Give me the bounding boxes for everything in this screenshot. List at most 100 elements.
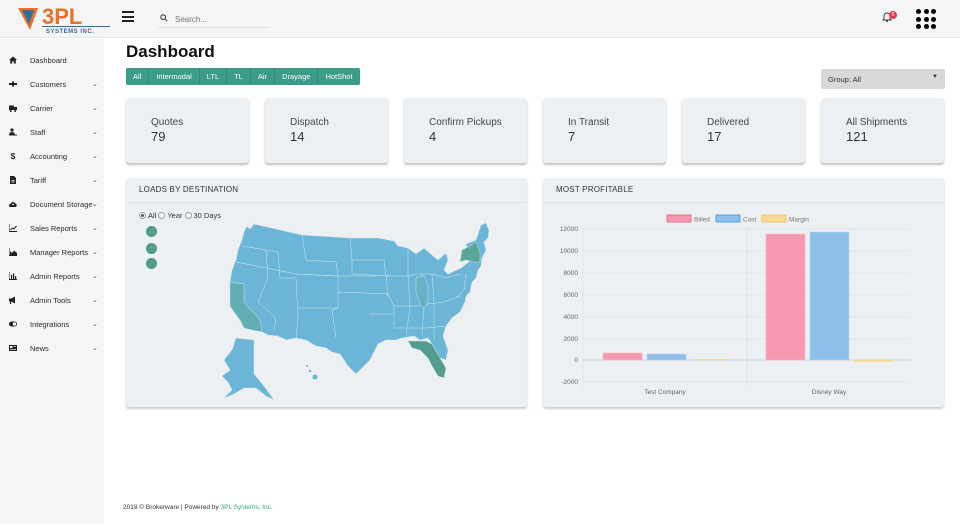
filter-ltl-button[interactable]: LTL (199, 68, 228, 85)
stat-card-in-transit[interactable]: In Transit 7 (543, 98, 666, 163)
chevron-down-icon: ⌄ (92, 105, 98, 112)
radio-all[interactable]: All (139, 211, 156, 220)
svg-text:Disney Way: Disney Way (812, 389, 847, 396)
divider (543, 202, 944, 203)
search-box[interactable] (158, 10, 270, 28)
stat-label: Delivered (707, 117, 750, 128)
page-title: Dashboard (126, 42, 215, 61)
sidebar-item-integrations[interactable]: Integrations ⌄ (0, 313, 104, 335)
chevron-down-icon: ⌄ (92, 321, 98, 328)
chevron-down-icon: ⌄ (92, 249, 98, 256)
home-icon (9, 56, 17, 64)
sidebar-item-label: Admin Tools (30, 295, 71, 305)
area-chart-icon (9, 248, 17, 256)
search-input[interactable] (175, 12, 267, 26)
most-profitable-bar-chart[interactable]: Billed Cost Margin 12000 10 (543, 178, 944, 407)
bell-icon[interactable] (881, 11, 893, 23)
svg-text:3PL: 3PL (42, 4, 82, 29)
sidebar-item-admin-reports[interactable]: Admin Reports ⌄ (0, 265, 104, 287)
sidebar-item-carrier[interactable]: Carrier ⌄ (0, 97, 104, 119)
radio-year[interactable]: Year (158, 211, 183, 220)
apps-grid-icon[interactable] (916, 9, 936, 29)
svg-text:10000: 10000 (560, 248, 578, 255)
map-zoom-in-button[interactable]: + (146, 243, 157, 254)
chevron-down-icon: ⌄ (92, 225, 98, 232)
stat-value: 17 (707, 129, 722, 144)
sidebar-item-label: Carrier (30, 103, 53, 113)
stat-card-dispatch[interactable]: Dispatch 14 (265, 98, 388, 163)
svg-text:Billed: Billed (694, 217, 710, 224)
toggle-icon (9, 321, 17, 327)
line-chart-icon (9, 224, 17, 232)
sidebar-item-admin-tools[interactable]: Admin Tools ⌄ (0, 289, 104, 311)
megaphone-icon (9, 296, 15, 304)
sidebar-item-label: Admin Reports (30, 271, 80, 281)
svg-text:12000: 12000 (560, 226, 578, 233)
sidebar-item-customers[interactable]: Customers ⌄ (0, 73, 104, 95)
sidebar-item-label: News (30, 343, 49, 353)
radio-unchecked-icon (184, 212, 192, 219)
stat-card-delivered[interactable]: Delivered 17 (682, 98, 805, 163)
svg-text:SYSTEMS INC.: SYSTEMS INC. (46, 29, 94, 34)
footer: 2018 © Brokerware | Powered by 3PL Syste… (123, 504, 273, 511)
newspaper-icon (9, 345, 17, 351)
bar-billed-test-company (602, 352, 643, 361)
sidebar-item-staff[interactable]: Staff ⌄ (0, 121, 104, 143)
map-home-button[interactable]: ⌂ (146, 226, 157, 237)
chevron-down-icon: ⌄ (92, 81, 98, 88)
us-map[interactable] (126, 178, 527, 407)
sidebar-item-label: Manager Reports (30, 247, 88, 257)
loads-by-destination-panel: LOADS BY DESTINATION All Year 30 Days ⌂ … (126, 178, 527, 407)
sidebar-item-news[interactable]: News ⌄ (0, 337, 104, 359)
group-select[interactable]: Group: All ▼ (821, 69, 945, 89)
chevron-down-icon: ⌄ (92, 345, 98, 352)
sidebar-item-dashboard[interactable]: Dashboard (0, 49, 104, 71)
search-icon (160, 14, 168, 22)
filter-air-button[interactable]: Air (250, 68, 276, 85)
chevron-down-icon: ⌄ (92, 297, 98, 304)
period-radio-group: All Year 30 Days (139, 211, 223, 220)
radio-30-days[interactable]: 30 Days (184, 211, 221, 220)
file-icon (10, 176, 16, 184)
sidebar-item-tariff[interactable]: Tariff ⌄ (0, 169, 104, 191)
sidebar-item-sales-reports[interactable]: Sales Reports ⌄ (0, 217, 104, 239)
bar-cost-test-company (646, 353, 687, 361)
filter-hotshot-button[interactable]: HotShot (318, 68, 360, 85)
filter-intermodal-button[interactable]: Intermodal (149, 68, 200, 85)
stat-label: In Transit (568, 117, 610, 128)
svg-text:Test Company: Test Company (644, 389, 686, 396)
stat-value: 121 (846, 129, 868, 144)
filter-all-button[interactable]: All (126, 68, 150, 85)
radio-checked-icon (139, 212, 146, 219)
stat-card-quotes[interactable]: Quotes 79 (126, 98, 249, 163)
map-zoom-out-button[interactable]: − (146, 258, 157, 269)
svg-text:Cost: Cost (743, 217, 757, 224)
notification-badge: 0 (889, 11, 897, 19)
sidebar-item-accounting[interactable]: $ Accounting ⌄ (0, 145, 104, 167)
stat-card-confirm-pickups[interactable]: Confirm Pickups 4 (404, 98, 527, 163)
panel-title: MOST PROFITABLE (556, 185, 634, 194)
caret-down-icon: ▼ (932, 74, 938, 80)
filter-tl-button[interactable]: TL (227, 68, 251, 85)
chart-legend: Billed Cost Margin (666, 214, 809, 224)
stat-value: 79 (151, 129, 166, 144)
sidebar-item-label: Dashboard (30, 55, 67, 65)
chevron-down-icon: ⌄ (92, 153, 98, 160)
stat-label: All Shipments (846, 117, 908, 128)
bar-margin-test-company (691, 359, 730, 360)
users-icon (9, 128, 17, 136)
svg-text:Margin: Margin (789, 217, 809, 224)
menu-toggle-icon[interactable] (122, 11, 134, 22)
bar-margin-disney-way (854, 360, 893, 362)
sidebar-item-label: Tariff (30, 175, 47, 185)
group-select-value: Group: All (828, 75, 861, 84)
svg-text:6000: 6000 (564, 292, 579, 299)
sidebar-item-label: Document Storage (30, 199, 93, 209)
stat-card-all-shipments[interactable]: All Shipments 121 (821, 98, 944, 163)
footer-link[interactable]: 3PL Systems, Inc. (220, 504, 273, 511)
sidebar-item-manager-reports[interactable]: Manager Reports ⌄ (0, 241, 104, 263)
filter-drayage-button[interactable]: Drayage (275, 68, 319, 85)
company-logo[interactable]: 3PL SYSTEMS INC. (16, 4, 114, 34)
stat-value: 7 (568, 129, 576, 144)
sidebar-item-document-storage[interactable]: Document Storage ⌄ (0, 193, 104, 215)
